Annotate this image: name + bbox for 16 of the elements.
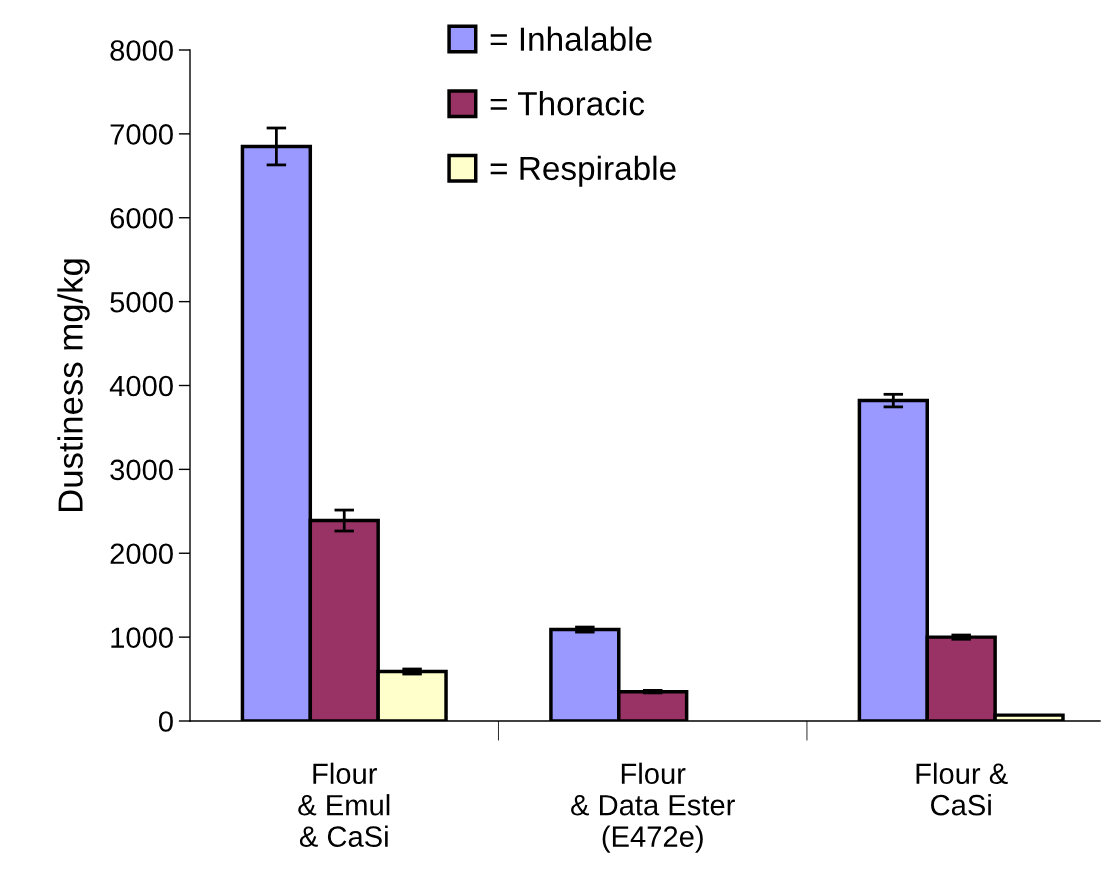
y-tick-label: 1000	[111, 627, 173, 648]
y-tick-label: 7000	[110, 124, 173, 145]
y-tick-label: 4000	[109, 375, 173, 397]
y-tick-label: 3000	[110, 459, 173, 481]
x-tick-label: Flour & CaSi	[916, 762, 1008, 816]
x-tick-label: Flour & Emul & CaSi	[298, 762, 390, 847]
y-tick-label: 6000	[110, 207, 173, 229]
y-tick-label: 2000	[110, 543, 173, 565]
y-tick-label: 5000	[110, 291, 173, 313]
legend-label: = Respirable	[490, 155, 676, 187]
y-tick-label: 0	[158, 711, 173, 732]
y-axis-title: Dustiness mg/kg	[57, 259, 90, 511]
legend-label: = Inhalable	[490, 26, 652, 51]
x-tick-label: Flour & Data Ester (E472e)	[571, 762, 735, 853]
y-tick-label: 8000	[110, 40, 173, 61]
legend-label: = Thoracic	[490, 91, 645, 116]
